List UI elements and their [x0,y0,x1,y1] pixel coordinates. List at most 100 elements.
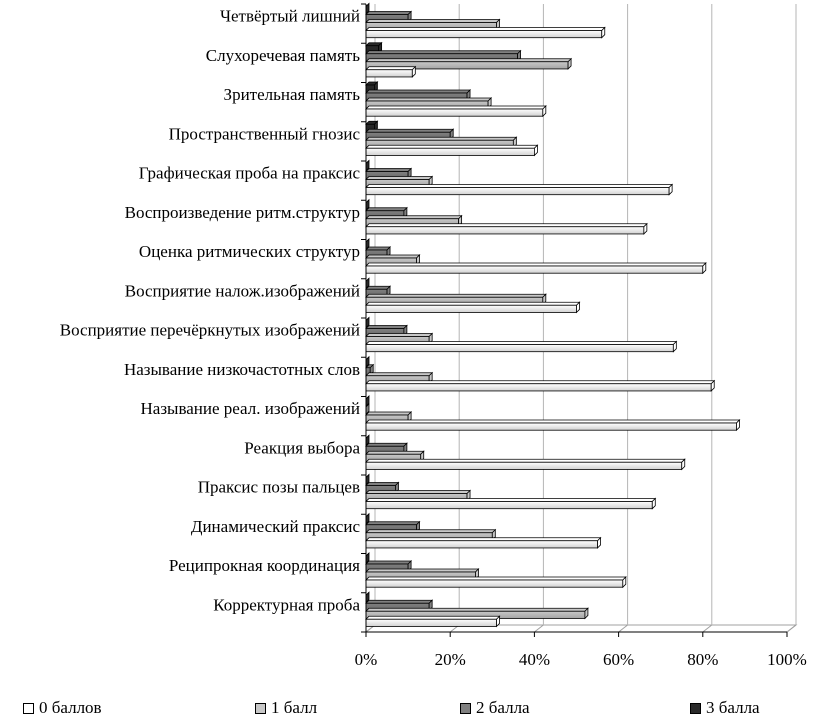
bar-top-face [365,301,581,306]
bar-shade [366,53,518,61]
x-tick-label: 100% [767,650,807,669]
bar-end-cap [643,222,648,235]
category-label: Слухоречевая память [206,46,360,65]
bar-top-face [365,333,434,337]
bar-shade [366,210,404,218]
bar-top-face [365,576,627,581]
bar-shade [366,383,712,391]
bar-shade [366,375,430,383]
legend-item: 2 балла [460,698,530,718]
bar-group [365,277,581,314]
bar-end-cap [601,26,606,39]
bar-end-cap [542,105,547,118]
bar-group [365,2,606,39]
bar-end-cap [584,607,589,620]
bar-shade [366,580,623,588]
bar-shade [366,344,674,352]
bar-shade [366,250,388,258]
legend-swatch [23,702,34,714]
bar-shade [366,101,489,109]
bar-end-cap [702,262,707,275]
bar-top-face [365,380,716,385]
legend: 0 баллов 1 балл 2 балла 3 балла [0,698,813,717]
category-label: Реципрокная координация [169,556,360,575]
category-label: Праксис позы пальцев [198,478,360,497]
bar-group [365,238,707,275]
category-label: Пространственный гнозис [169,124,361,143]
bar-end-cap [534,144,538,157]
floor-gridline [534,624,544,633]
legend-label: 2 балла [476,698,530,717]
bar-shade [366,493,468,501]
bar-group [365,355,716,392]
bar-top-face [365,97,493,102]
bar-top-face [365,215,463,220]
legend-swatch [460,702,471,714]
category-label: Динамический праксис [191,517,361,536]
bar-shade [366,289,388,297]
x-tick-label: 80% [687,650,718,669]
legend-label: 3 балла [706,698,760,717]
bar-shade [366,305,577,313]
bar-group [365,473,657,510]
bar-shade [366,109,543,117]
legend-swatch [690,702,701,714]
bar-top-face [365,58,573,63]
gridlines [365,4,797,633]
bar-group [365,512,602,549]
bar-shade [366,69,413,77]
bar-top-face [365,442,408,447]
bar-shade [366,485,396,493]
bar-shade [366,30,602,38]
category-label: Оценка ритмических структур [139,242,360,261]
bar-top-face [365,254,421,259]
bar-top-face [365,341,678,345]
category-label: Называние реал. изображений [141,399,361,418]
legend-label: 0 баллов [39,698,102,717]
bar-shade [366,532,493,540]
bar-top-face [365,144,539,149]
category-label: Графическая проба на праксис [139,164,361,183]
bar-shade [366,187,670,195]
bar-shade [366,540,598,548]
bar-shade [366,61,569,69]
legend-swatch [255,702,266,714]
bar-top-face [365,537,602,542]
floor-gridline [702,624,713,633]
bar-shade [366,501,653,509]
bar-end-cap [496,615,500,628]
bar-end-cap [710,379,715,392]
bar-top-face [365,223,648,228]
bar-top-face [365,262,707,267]
bar-end-cap [622,576,627,589]
bar-top-face [365,607,589,612]
bar-top-face [365,490,472,494]
legend-item: 0 баллов [23,698,102,718]
x-tick-label: 60% [603,650,634,669]
bar-group [365,591,589,628]
category-label: Корректурная проба [213,595,360,614]
axes [361,3,788,637]
bar-top-face [365,325,408,329]
legend-label: 1 балл [271,698,318,717]
bar-top-face [365,19,501,23]
bar-top-face [365,176,434,180]
bar-shade [366,564,409,572]
bar-top-face [365,568,480,573]
bar-chart: Четвёртый лишний Слухоречевая память Зрите… [60,2,807,669]
category-label: Восприятие перечёркнутых изображений [60,321,360,340]
bar-end-cap [651,497,656,510]
bar-group [365,552,627,589]
bar-shade [366,171,409,179]
bar-top-face [365,419,741,424]
bar-group [365,159,674,196]
bar-end-cap [736,419,740,432]
bar-top-face [365,521,421,526]
bar-end-cap [672,340,677,353]
bar-end-cap [681,458,686,471]
bar-top-face [365,184,674,188]
category-label: Четвёртый лишний [220,7,360,26]
bar-shade [366,336,430,344]
bar-shade [366,258,417,266]
bar-shade [366,462,682,470]
